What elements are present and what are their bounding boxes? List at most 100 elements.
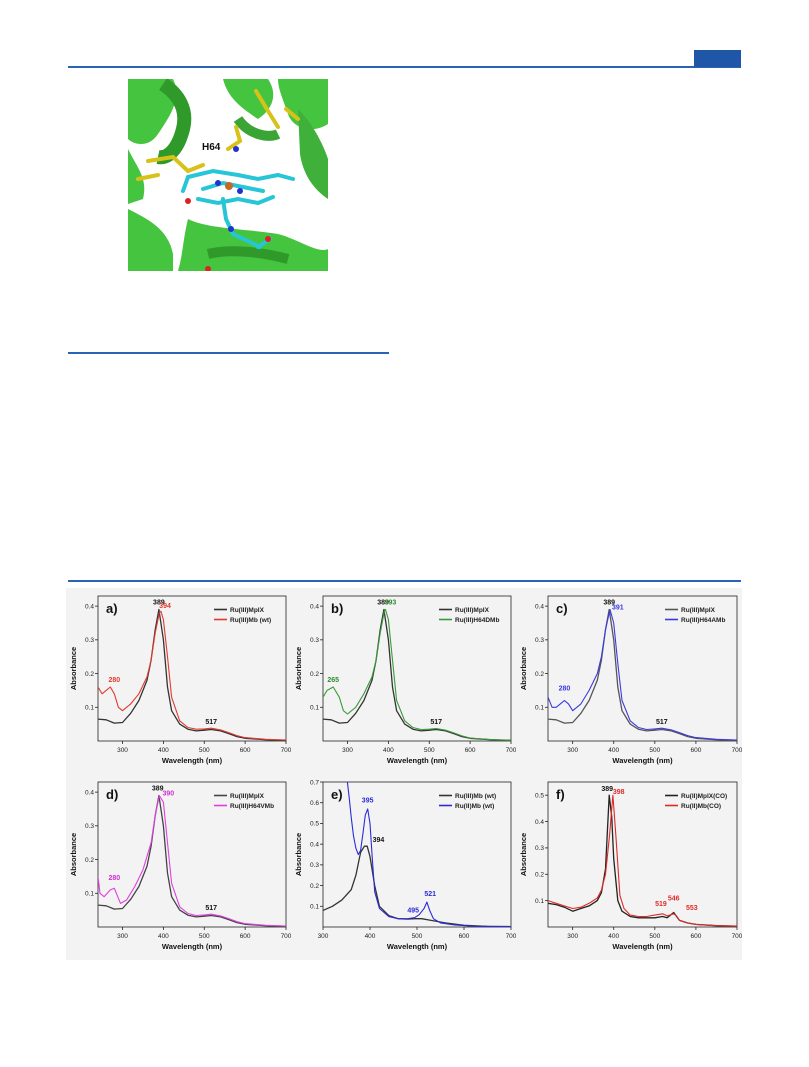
header-tab bbox=[694, 50, 741, 67]
legend-entry: Ru(II)Mb (wt) bbox=[455, 803, 494, 810]
series-line-2 bbox=[548, 794, 737, 927]
plot-frame bbox=[97, 781, 287, 928]
y-tick-label: 0.5 bbox=[535, 792, 544, 799]
legend-entry: Ru(III)MpIX bbox=[230, 793, 265, 800]
x-tick-label: 300 bbox=[117, 747, 128, 754]
residue-label-h64: H64 bbox=[202, 142, 221, 153]
y-axis-label: Absorbance bbox=[294, 833, 303, 876]
y-tick-label: 0.1 bbox=[535, 898, 544, 905]
peak-label: 553 bbox=[686, 905, 698, 912]
peak-label: 391 bbox=[612, 604, 624, 611]
x-tick-label: 400 bbox=[158, 747, 169, 754]
peak-label: 517 bbox=[205, 905, 217, 912]
plot-frame bbox=[547, 781, 738, 928]
series-line-2 bbox=[98, 610, 286, 741]
plot-frame bbox=[547, 595, 738, 742]
plot-frame bbox=[322, 595, 512, 742]
section-rule-short bbox=[68, 352, 389, 354]
peak-label: 394 bbox=[373, 837, 385, 844]
spectrum-panel-a: 300 400 500 600 700 0.1 0.2 0.3 0.4 Wavelength (n… bbox=[66, 588, 291, 774]
x-tick-label: 600 bbox=[690, 747, 701, 754]
x-axis-label: Wavelength (nm) bbox=[612, 942, 673, 951]
peak-label: 280 bbox=[109, 677, 121, 684]
y-axis-label: Absorbance bbox=[519, 833, 528, 876]
spectrum-panel-e: 300 400 500 600 700 0.1 0.2 0.3 0.4 0.5 0.6 0.7 Wave… bbox=[291, 774, 516, 960]
x-tick-label: 700 bbox=[732, 933, 742, 940]
y-tick-label: 0.1 bbox=[310, 705, 319, 712]
y-tick-label: 0.2 bbox=[310, 671, 319, 678]
y-tick-label: 0.3 bbox=[310, 862, 319, 869]
y-tick-label: 0.1 bbox=[310, 904, 319, 911]
x-tick-label: 500 bbox=[649, 747, 660, 754]
y-tick-label: 0.2 bbox=[535, 671, 544, 678]
y-axis-label: Absorbance bbox=[519, 647, 528, 690]
x-tick-label: 700 bbox=[506, 933, 516, 940]
y-tick-label: 0.2 bbox=[535, 872, 544, 879]
panel-label: d) bbox=[106, 787, 118, 802]
spectrum-panel-c: 300 400 500 600 700 0.1 0.2 0.3 0.4 Wavelength (n… bbox=[516, 588, 742, 774]
x-tick-label: 500 bbox=[412, 933, 423, 940]
series-line-1 bbox=[323, 845, 511, 927]
series-line-1 bbox=[98, 794, 286, 927]
legend-entry: Ru(III)Mb (wt) bbox=[455, 793, 496, 800]
y-tick-label: 0.5 bbox=[310, 821, 319, 828]
legend-entry: Ru(III)Mb (wt) bbox=[230, 617, 271, 624]
x-tick-label: 600 bbox=[240, 933, 251, 940]
x-tick-label: 400 bbox=[608, 933, 619, 940]
peak-label: 517 bbox=[656, 719, 668, 726]
protein-structure-image: H64 bbox=[128, 79, 328, 271]
spectrum-chart-b: 300 400 500 600 700 0.1 0.2 0.3 0.4 Wavelength (n… bbox=[294, 595, 516, 765]
spectrum-chart-a: 300 400 500 600 700 0.1 0.2 0.3 0.4 Wavelength (n… bbox=[69, 595, 291, 765]
header-rule bbox=[68, 66, 741, 68]
peak-label: 389 bbox=[603, 599, 615, 606]
series-line-2 bbox=[98, 794, 286, 927]
peak-label: 519 bbox=[655, 901, 667, 908]
y-tick-label: 0.4 bbox=[535, 819, 544, 826]
x-axis-label: Wavelength (nm) bbox=[387, 942, 448, 951]
x-tick-label: 500 bbox=[199, 933, 210, 940]
peak-label: 393 bbox=[385, 599, 397, 606]
spectrum-panel-b: 300 400 500 600 700 0.1 0.2 0.3 0.4 Wavelength (n… bbox=[291, 588, 516, 774]
peak-label: 398 bbox=[613, 789, 625, 796]
y-tick-label: 0.7 bbox=[310, 779, 319, 786]
series-line-1 bbox=[98, 608, 286, 741]
legend-entry: Ru(II)Mb(CO) bbox=[681, 803, 721, 810]
x-tick-label: 400 bbox=[158, 933, 169, 940]
y-tick-label: 0.4 bbox=[310, 603, 319, 610]
panel-label: c) bbox=[556, 601, 568, 616]
peak-label: 389 bbox=[601, 786, 613, 793]
series-line-1 bbox=[548, 608, 737, 741]
section-rule-figure bbox=[68, 580, 741, 582]
y-tick-label: 0.1 bbox=[85, 891, 94, 898]
spectrum-panel-f: 300 400 500 600 700 0.1 0.2 0.3 0.4 0.5 Wavelength… bbox=[516, 774, 742, 960]
legend-entry: Ru(III)H64DMb bbox=[455, 617, 499, 624]
x-tick-label: 700 bbox=[281, 933, 291, 940]
peak-label: 517 bbox=[430, 719, 442, 726]
y-tick-label: 0.4 bbox=[85, 789, 94, 796]
y-tick-label: 0.3 bbox=[535, 637, 544, 644]
peak-label: 546 bbox=[668, 896, 680, 903]
x-tick-label: 600 bbox=[690, 933, 701, 940]
y-tick-label: 0.2 bbox=[85, 671, 94, 678]
x-tick-label: 600 bbox=[459, 933, 470, 940]
x-tick-label: 700 bbox=[732, 747, 742, 754]
x-axis-label: Wavelength (nm) bbox=[387, 756, 448, 765]
peak-label: 521 bbox=[424, 891, 436, 898]
spectrum-panel-d: 300 400 500 600 700 0.1 0.2 0.3 0.4 Wavelength (n… bbox=[66, 774, 291, 960]
x-tick-label: 600 bbox=[465, 747, 476, 754]
legend-entry: Ru(III)H64VMb bbox=[230, 803, 274, 810]
peak-label: 389 bbox=[377, 599, 389, 606]
panel-label: b) bbox=[331, 601, 343, 616]
y-tick-label: 0.3 bbox=[85, 637, 94, 644]
y-tick-label: 0.3 bbox=[535, 845, 544, 852]
legend-entry: Ru(III)MpIX bbox=[230, 607, 265, 614]
x-tick-label: 600 bbox=[240, 747, 251, 754]
y-tick-label: 0.4 bbox=[85, 603, 94, 610]
uv-vis-spectra-figure: 300 400 500 600 700 0.1 0.2 0.3 0.4 Wavelength (n… bbox=[66, 588, 742, 960]
x-tick-label: 300 bbox=[567, 747, 578, 754]
y-tick-label: 0.6 bbox=[310, 800, 319, 807]
y-tick-label: 0.2 bbox=[85, 857, 94, 864]
spectrum-chart-c: 300 400 500 600 700 0.1 0.2 0.3 0.4 Wavelength (n… bbox=[519, 595, 742, 765]
y-tick-label: 0.3 bbox=[85, 823, 94, 830]
peak-label: 395 bbox=[362, 798, 374, 805]
